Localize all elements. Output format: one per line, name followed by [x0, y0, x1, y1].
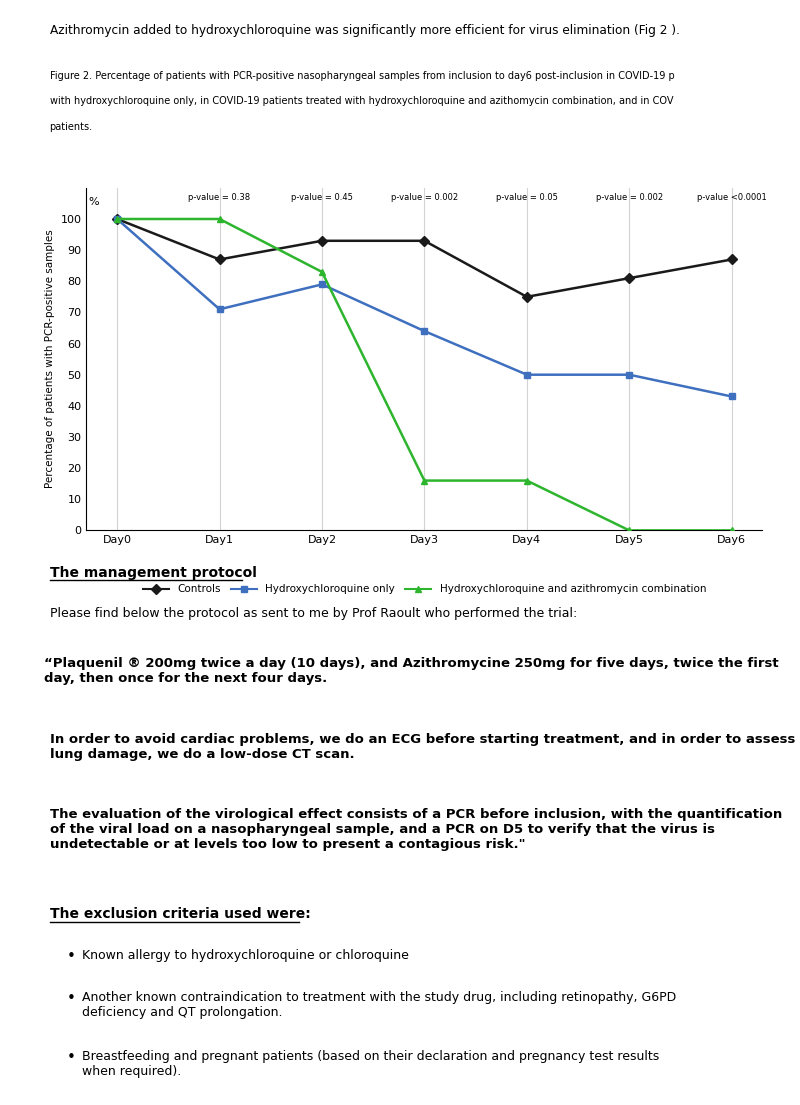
- Text: Figure 2. Percentage of patients with PCR-positive nasopharyngeal samples from i: Figure 2. Percentage of patients with PC…: [50, 71, 674, 81]
- Text: •: •: [66, 991, 75, 1007]
- Text: The exclusion criteria used were:: The exclusion criteria used were:: [50, 907, 310, 922]
- Text: In order to avoid cardiac problems, we do an ECG before starting treatment, and : In order to avoid cardiac problems, we d…: [50, 733, 795, 760]
- Text: p-value = 0.45: p-value = 0.45: [291, 192, 353, 201]
- Text: Azithromycin added to hydroxychloroquine was significantly more efficient for vi: Azithromycin added to hydroxychloroquine…: [50, 24, 679, 38]
- Text: with hydroxychloroquine only, in COVID-19 patients treated with hydroxychloroqui: with hydroxychloroquine only, in COVID-1…: [50, 96, 673, 106]
- Text: Known allergy to hydroxychloroquine or chloroquine: Known allergy to hydroxychloroquine or c…: [82, 949, 410, 962]
- Text: p-value <0.0001: p-value <0.0001: [697, 192, 766, 201]
- Text: p-value = 0.002: p-value = 0.002: [596, 192, 663, 201]
- Text: Please find below the protocol as sent to me by Prof Raoult who performed the tr: Please find below the protocol as sent t…: [50, 607, 577, 620]
- Y-axis label: Percentage of patients with PCR-positive samples: Percentage of patients with PCR-positive…: [45, 230, 55, 488]
- Text: p-value = 0.05: p-value = 0.05: [496, 192, 558, 201]
- Text: patients.: patients.: [50, 122, 93, 131]
- Text: %: %: [89, 197, 99, 208]
- Text: The management protocol: The management protocol: [50, 566, 257, 580]
- Text: •: •: [66, 949, 75, 965]
- Legend: Controls, Hydroxychloroquine only, Hydroxychloroquine and azithromycin combinati: Controls, Hydroxychloroquine only, Hydro…: [138, 580, 710, 599]
- Text: Another known contraindication to treatment with the study drug, including retin: Another known contraindication to treatm…: [82, 991, 677, 1019]
- Text: The evaluation of the virological effect consists of a PCR before inclusion, wit: The evaluation of the virological effect…: [50, 808, 782, 851]
- Text: Breastfeeding and pregnant patients (based on their declaration and pregnancy te: Breastfeeding and pregnant patients (bas…: [82, 1050, 660, 1077]
- Text: p-value = 0.002: p-value = 0.002: [391, 192, 458, 201]
- Text: •: •: [66, 1050, 75, 1065]
- Text: “Plaquenil ® 200mg twice a day (10 days), and Azithromycine 250mg for five days,: “Plaquenil ® 200mg twice a day (10 days)…: [44, 657, 778, 685]
- Text: p-value = 0.38: p-value = 0.38: [189, 192, 250, 201]
